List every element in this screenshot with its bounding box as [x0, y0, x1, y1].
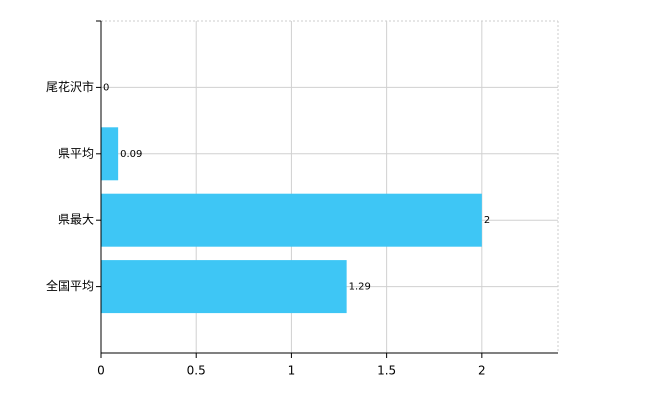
y-tick-label: 県平均: [58, 146, 94, 160]
x-tick-label: 1.5: [377, 364, 396, 378]
x-tick-label: 0: [97, 364, 105, 378]
y-tick-label: 県最大: [58, 213, 94, 227]
data-label: 2: [484, 215, 490, 226]
x-tick-label: 0.5: [187, 364, 206, 378]
bar: [101, 193, 482, 247]
x-tick-label: 2: [478, 364, 486, 378]
bar: [101, 260, 347, 314]
data-label: 0.09: [120, 149, 142, 160]
bar: [101, 127, 119, 181]
y-tick-label: 全国平均: [46, 278, 94, 293]
x-tick-label: 1: [288, 364, 296, 378]
data-label: 1.29: [349, 282, 371, 293]
y-tick-label: 尾花沢市: [46, 79, 94, 94]
data-label: 0: [103, 82, 109, 93]
